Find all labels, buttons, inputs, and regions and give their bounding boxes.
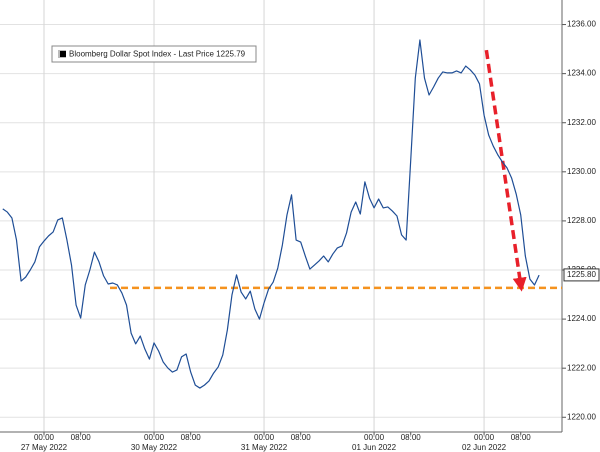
y-tick-label: 1230.00	[567, 167, 596, 176]
legend-label: Bloomberg Dollar Spot Index - Last Price…	[69, 50, 246, 59]
x-tick-label: 08:00	[181, 433, 202, 442]
legend-box	[51, 45, 257, 63]
x-tick-label: 08:00	[511, 433, 532, 442]
x-date-label: 31 May 2022	[241, 443, 288, 452]
x-tick-label: 00:00	[144, 433, 165, 442]
last-price-label: 1225.80	[567, 270, 596, 279]
x-date-label: 30 May 2022	[131, 443, 178, 452]
y-tick-label: 1222.00	[567, 363, 596, 372]
x-tick-label: 00:00	[34, 433, 55, 442]
x-tick-label: 08:00	[401, 433, 422, 442]
y-tick-label: 1220.00	[567, 412, 596, 421]
x-date-label: 01 Jun 2022	[352, 443, 397, 452]
x-tick-label: 00:00	[474, 433, 495, 442]
x-tick-label: 08:00	[291, 433, 312, 442]
trend-arrow	[484, 49, 527, 292]
y-tick-label: 1232.00	[567, 118, 596, 127]
legend-swatch	[60, 51, 66, 57]
x-tick-label: 08:00	[71, 433, 92, 442]
y-tick-label: 1228.00	[567, 216, 596, 225]
x-tick-label: 00:00	[254, 433, 275, 442]
y-tick-label: 1224.00	[567, 314, 596, 323]
price-line	[2, 39, 540, 389]
x-date-label: 27 May 2022	[21, 443, 68, 452]
x-tick-label: 00:00	[364, 433, 385, 442]
y-tick-label: 1236.00	[567, 20, 596, 29]
x-date-label: 02 Jun 2022	[462, 443, 507, 452]
y-tick-label: 1234.00	[567, 69, 596, 78]
last-price-box	[563, 268, 600, 282]
